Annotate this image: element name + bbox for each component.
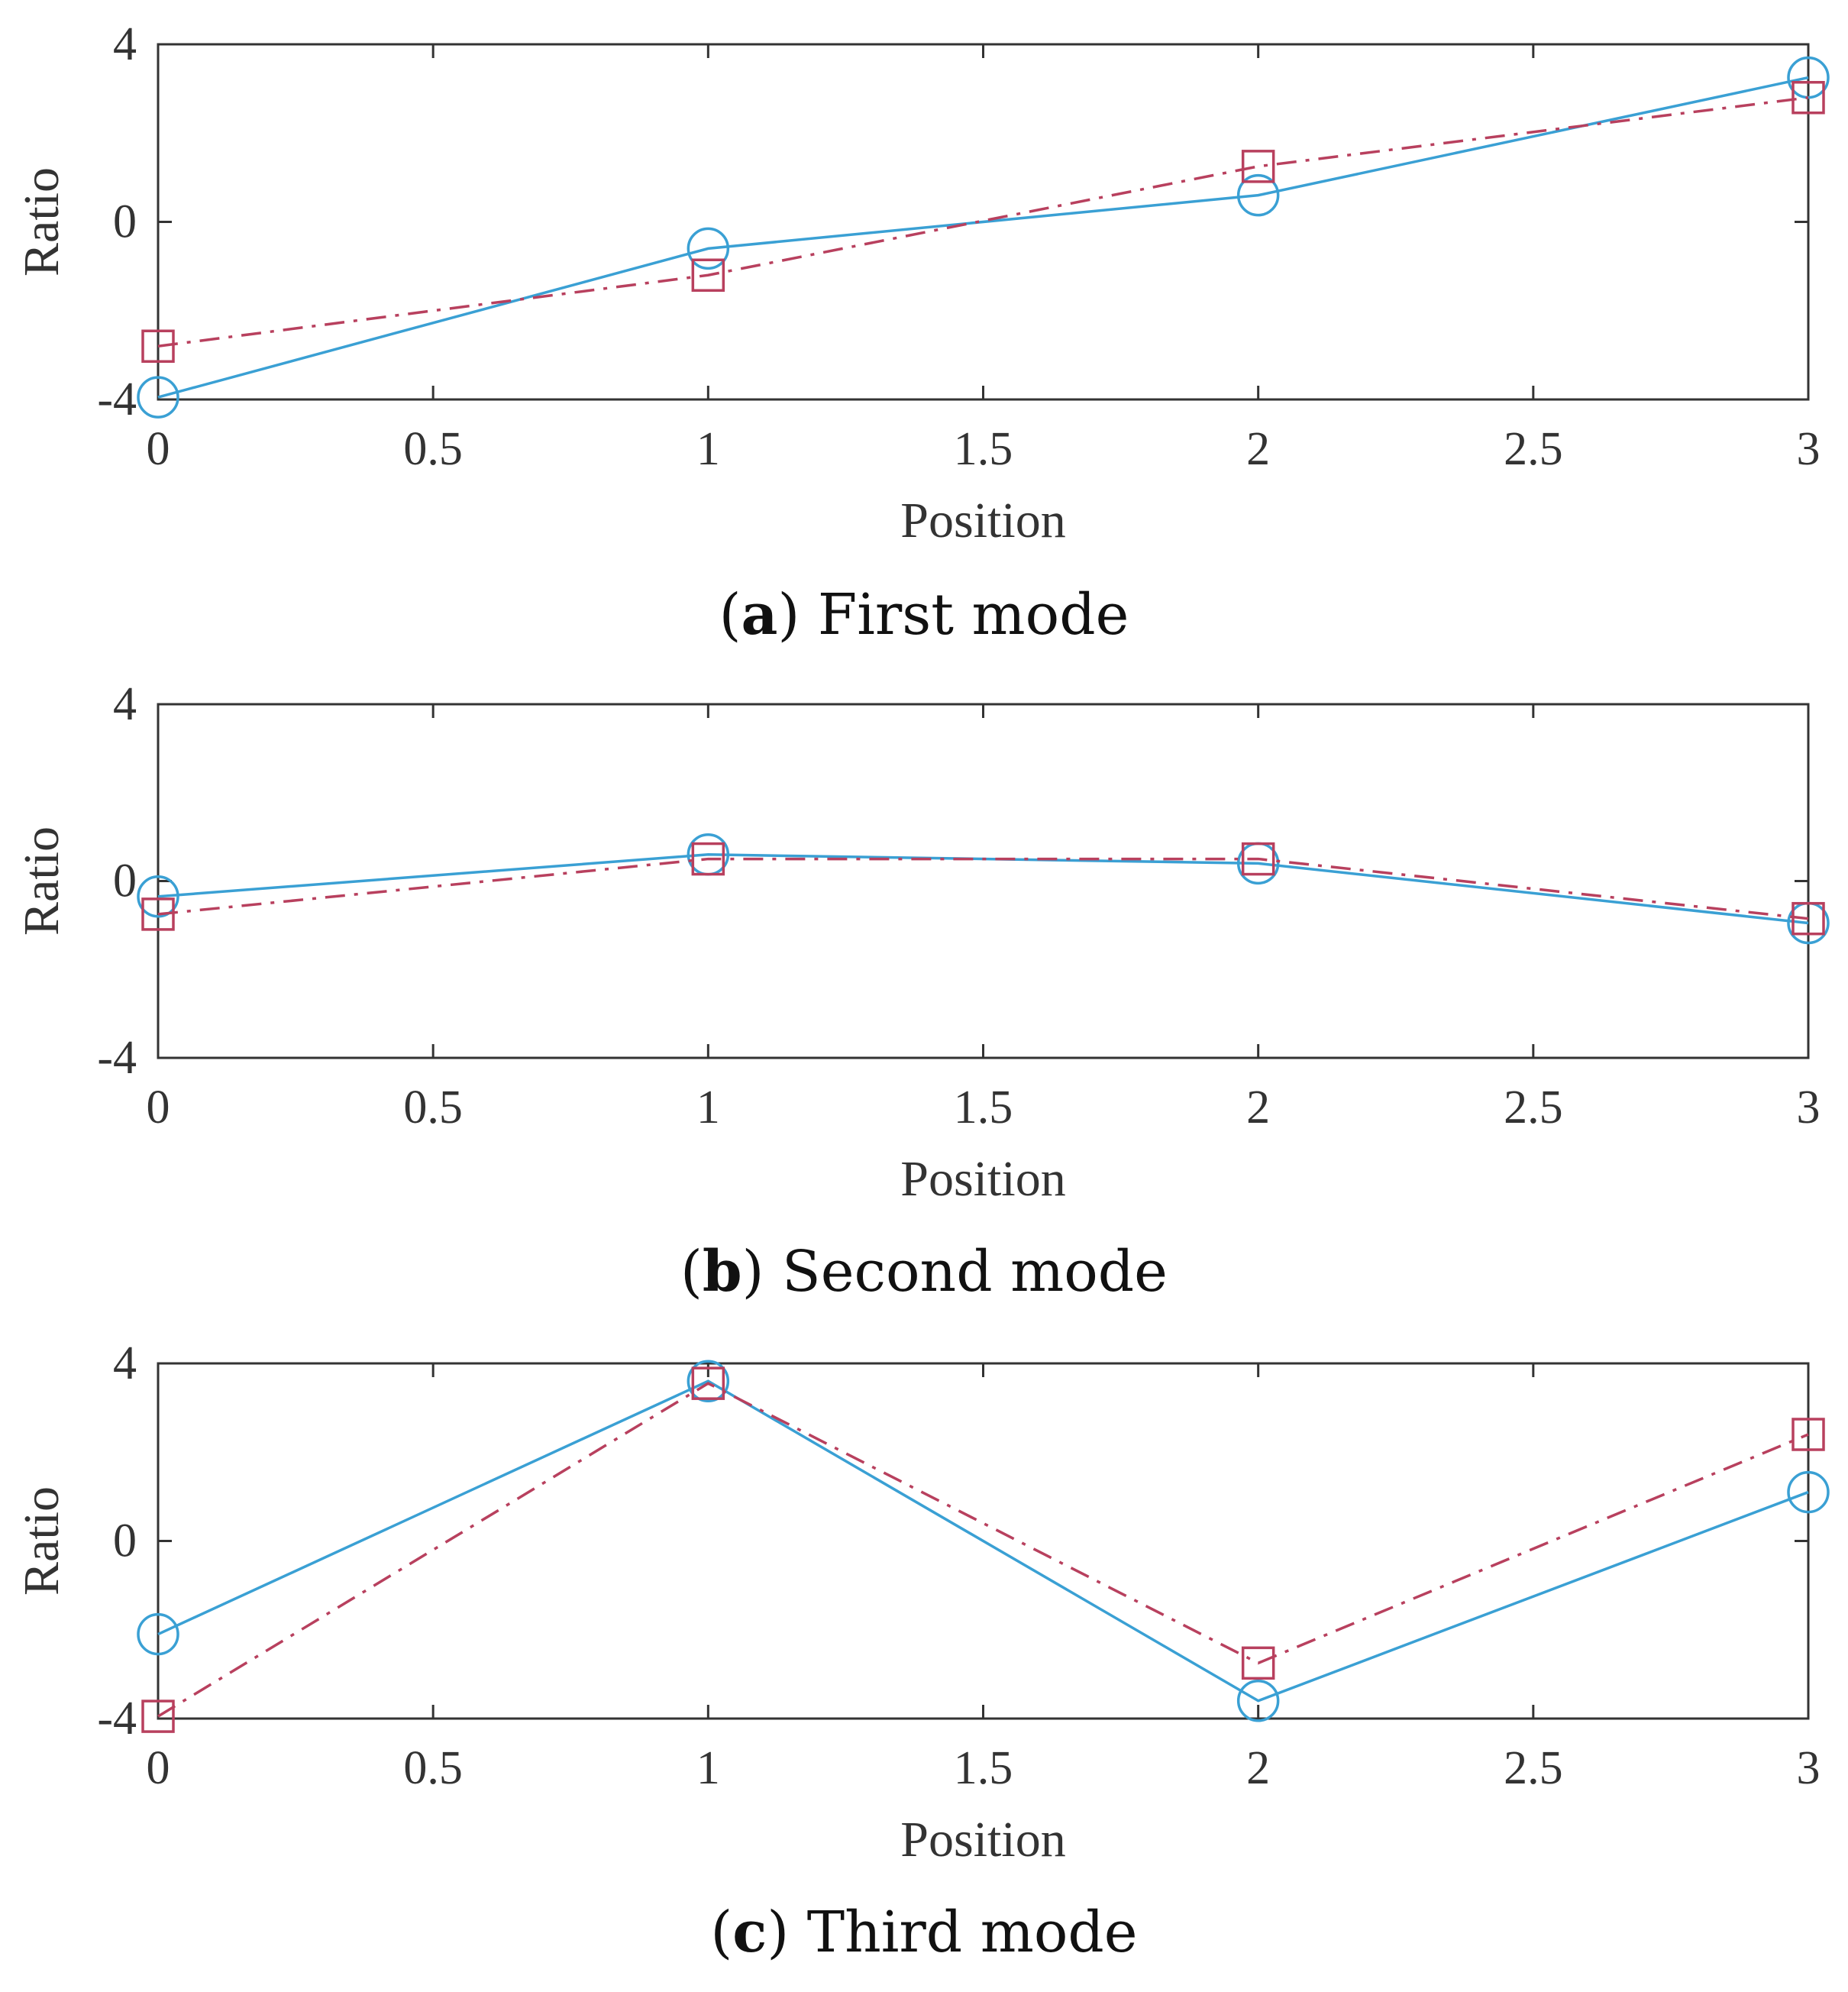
series-line-circle-solid [157,1379,1809,1703]
x-tick-label: 0 [147,423,170,475]
data-point-square [1241,1646,1275,1680]
caption-paren-close: ) [777,582,817,648]
y-tick-label: -4 [97,1693,137,1745]
caption-title: Second mode [782,1239,1168,1305]
data-point-circle [137,875,179,918]
x-tick-label: 1.5 [954,423,1013,475]
x-tick-label: 1 [696,423,720,475]
y-axis-title: Ratio [14,826,69,936]
x-tick-label: 2 [1246,423,1270,475]
x-tick-label: 1.5 [954,1082,1013,1133]
caption-paren-close: ) [742,1239,782,1305]
data-point-circle [1787,1470,1830,1514]
data-point-square [141,897,175,931]
y-tick-label: 0 [113,1515,137,1567]
x-axis-title: Position [900,493,1065,548]
data-point-square [141,1699,175,1733]
plot-frame [157,703,1810,1059]
caption-title: First mode [818,582,1129,648]
x-tick-label: 2 [1246,1082,1270,1133]
data-point-square [691,258,725,292]
series-line-square-dashdot [157,857,1809,920]
x-tick-label: 3 [1797,423,1821,475]
y-tick-label: 4 [113,678,137,730]
y-axis-title: Ratio [14,167,69,276]
data-point-square [1241,150,1275,183]
data-point-circle [137,1612,179,1656]
x-axis-title: Position [900,1812,1065,1868]
caption-letter: a [741,582,778,648]
data-point-circle [137,376,179,419]
caption-paren-open: ( [719,582,741,648]
x-tick-label: 3 [1797,1742,1821,1794]
x-tick-label: 1 [696,1082,720,1133]
x-tick-label: 0.5 [403,1082,463,1133]
x-tick-label: 0 [147,1082,170,1133]
data-point-square [1241,842,1275,876]
y-tick-label: 4 [113,1337,137,1389]
caption-title: Third mode [807,1900,1138,1965]
x-tick-label: 1.5 [954,1742,1013,1794]
data-point-square [1791,901,1825,936]
data-point-circle [1787,56,1830,99]
data-point-circle [1236,1680,1280,1722]
caption-paren-open: ( [710,1900,732,1965]
caption-letter: c [732,1900,767,1965]
y-tick-label: 4 [113,18,137,70]
x-tick-label: 2.5 [1504,1742,1563,1794]
x-tick-label: 0.5 [403,423,463,475]
x-tick-label: 3 [1797,1082,1821,1133]
data-point-circle [687,1360,730,1402]
y-tick-label: -4 [97,374,137,425]
y-tick-label: 0 [113,855,137,907]
x-tick-label: 2.5 [1504,423,1563,475]
x-tick-label: 1 [696,1742,720,1794]
series-line-square-dashdot [157,96,1809,348]
x-tick-label: 2 [1246,1742,1270,1794]
y-tick-label: -4 [97,1032,137,1084]
data-point-circle [1236,173,1280,217]
panel-caption: (a) First mode [719,582,1129,648]
caption-paren-open: ( [680,1239,703,1305]
x-tick-label: 0.5 [403,1742,463,1794]
data-point-square [691,842,725,876]
y-axis-title: Ratio [14,1486,69,1596]
data-point-square [141,329,175,363]
data-point-square [1791,81,1825,115]
x-tick-label: 0 [147,1742,170,1794]
x-tick-label: 2.5 [1504,1082,1563,1133]
data-point-square [1791,1418,1825,1451]
caption-paren-close: ) [767,1900,806,1965]
series-line-circle-solid [157,853,1809,925]
series-line-square-dashdot [157,1382,1809,1718]
panel-caption: (b) Second mode [680,1239,1168,1305]
data-point-square [691,1366,725,1400]
y-tick-label: 0 [113,196,137,248]
series-line-circle-solid [157,76,1809,399]
x-axis-title: Position [900,1151,1065,1207]
data-point-circle [687,227,730,270]
caption-letter: b [703,1239,742,1305]
panel-caption: (c) Third mode [710,1900,1137,1965]
